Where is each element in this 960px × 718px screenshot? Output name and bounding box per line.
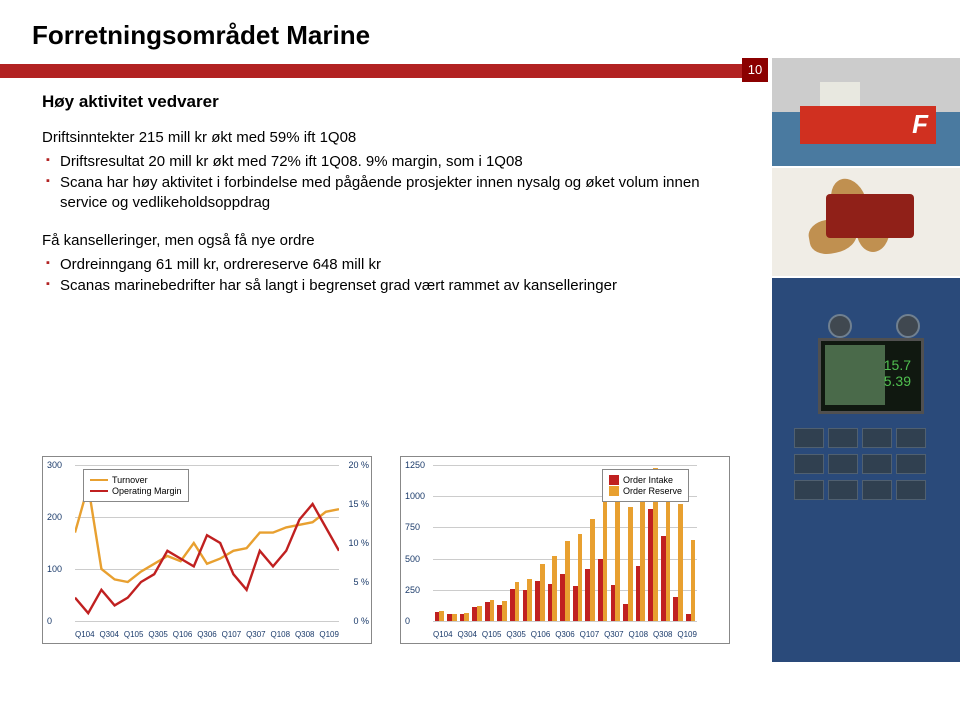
section1-intro: Driftsinntekter 215 mill kr økt med 59% … (42, 128, 732, 148)
page-number: 10 (742, 58, 768, 82)
legend-label: Order Reserve (623, 486, 682, 496)
x-tick-label: Q308 (295, 630, 315, 639)
x-tick-label: Q107 (580, 630, 600, 639)
control-panel-photo: 15.7 5.39 (772, 278, 960, 662)
y-tick-label: 1250 (405, 460, 425, 470)
legend-label: Order Intake (623, 475, 673, 485)
x-tick-label: Q108 (271, 630, 291, 639)
image-sidebar: F 15.7 5.39 (772, 58, 960, 662)
x-tick-label: Q105 (482, 630, 502, 639)
x-tick-label: Q306 (555, 630, 575, 639)
bar (490, 600, 495, 621)
y-tick-label: 200 (47, 512, 62, 522)
y-tick-label-right: 0 % (353, 616, 369, 626)
order-intake-reserve-chart: 0 250 500 750 1000 1250 Q104 Q304 Q105 Q305 Q106 Q… (400, 456, 730, 644)
bar (565, 541, 570, 621)
slide: Forretningsområdet Marine 10 F 15.7 5.39 (0, 0, 960, 718)
bar (603, 497, 608, 621)
y-tick-label-right: 20 % (348, 460, 369, 470)
bullet: Ordreinngang 61 mill kr, ordrereserve 64… (46, 255, 732, 275)
y-tick-label-right: 15 % (348, 499, 369, 509)
y-tick-label: 250 (405, 585, 420, 595)
legend-label: Turnover (112, 475, 148, 485)
x-tick-label: Q307 (246, 630, 266, 639)
y-tick-label-right: 5 % (353, 577, 369, 587)
x-tick-label: Q304 (457, 630, 477, 639)
turnover-margin-chart: 0 100 200 300 0 % 5 % 10 % 15 % 20 % Q104 Q304 Q10… (42, 456, 372, 644)
bar (628, 507, 633, 621)
bar (691, 540, 696, 621)
bullet: Driftsresultat 20 mill kr økt med 72% if… (46, 152, 732, 172)
section2-intro: Få kanselleringer, men også få nye ordre (42, 231, 732, 251)
x-tick-label: Q306 (197, 630, 217, 639)
x-tick-label: Q307 (604, 630, 624, 639)
subtitle: Høy aktivitet vedvarer (42, 92, 732, 112)
chart2-legend: Order Intake Order Reserve (602, 469, 689, 502)
x-tick-label: Q108 (629, 630, 649, 639)
y-tick-label: 0 (47, 616, 52, 626)
charts-row: 0 100 200 300 0 % 5 % 10 % 15 % 20 % Q104 Q304 Q10… (42, 456, 742, 644)
page-title: Forretningsområdet Marine (32, 20, 960, 51)
bar (590, 519, 595, 621)
panel-reading-top: 15.7 (884, 357, 911, 373)
x-tick-label: Q104 (433, 630, 453, 639)
y-tick-label: 750 (405, 522, 420, 532)
x-tick-label: Q106 (531, 630, 551, 639)
x-tick-label: Q304 (99, 630, 119, 639)
bar (515, 582, 520, 621)
x-tick-label: Q106 (173, 630, 193, 639)
section1-bullets: Driftsresultat 20 mill kr økt med 72% if… (46, 152, 732, 213)
content-body: Høy aktivitet vedvarer Driftsinntekter 2… (42, 92, 732, 314)
bar (502, 601, 507, 621)
x-tick-label: Q109 (677, 630, 697, 639)
bar (439, 611, 444, 621)
bar (540, 564, 545, 621)
x-tick-label: Q107 (222, 630, 242, 639)
y-tick-label: 0 (405, 616, 410, 626)
y-tick-label: 1000 (405, 491, 425, 501)
y-tick-label-right: 10 % (348, 538, 369, 548)
x-tick-label: Q104 (75, 630, 95, 639)
x-tick-label: Q305 (148, 630, 168, 639)
bar (452, 614, 457, 621)
y-tick-label: 100 (47, 564, 62, 574)
bar (464, 613, 469, 621)
propeller-photo (772, 168, 960, 276)
bar (477, 606, 482, 621)
title-underline (0, 64, 742, 78)
ship-photo: F (772, 58, 960, 166)
panel-reading-bottom: 5.39 (884, 373, 911, 389)
bar (615, 496, 620, 621)
x-tick-label: Q109 (319, 630, 339, 639)
bar (578, 534, 583, 621)
x-tick-label: Q308 (653, 630, 673, 639)
legend-label: Operating Margin (112, 486, 182, 496)
bar (527, 579, 532, 621)
bar (678, 504, 683, 621)
bar (552, 556, 557, 621)
bullet: Scana har høy aktivitet i forbindelse me… (46, 173, 732, 214)
x-tick-label: Q305 (506, 630, 526, 639)
chart1-legend: Turnover Operating Margin (83, 469, 189, 502)
x-tick-label: Q105 (124, 630, 144, 639)
section2-bullets: Ordreinngang 61 mill kr, ordrereserve 64… (46, 255, 732, 296)
bullet: Scanas marinebedrifter har så langt i be… (46, 276, 732, 296)
y-tick-label: 500 (405, 554, 420, 564)
y-tick-label: 300 (47, 460, 62, 470)
